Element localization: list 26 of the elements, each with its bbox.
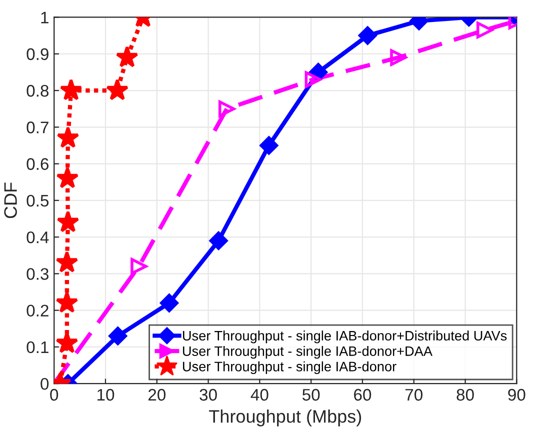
y-tick-label: 0.4 [26, 231, 49, 244]
legend-label: User Throughput - single IAB-donor+Distributed UAVs [182, 330, 507, 344]
y-tick-label: 0.2 [26, 304, 48, 317]
y-tick-label: 0.9 [26, 48, 48, 60]
x-tick-label: 20 [148, 388, 166, 401]
y-tick-label: 0.1 [26, 341, 48, 354]
x-tick-label: 30 [200, 388, 217, 401]
x-tick-label: 90 [508, 388, 526, 401]
x-tick-label: 50 [302, 388, 320, 401]
x-tick-label: 60 [354, 388, 372, 401]
y-tick-label: 0 [40, 378, 49, 390]
y-tick-label: 0.8 [26, 84, 49, 97]
legend-label: User Throughput - single IAB-donor [182, 361, 396, 374]
x-tick-label: 10 [98, 388, 114, 401]
x-axis-title: Throughput (Mbps) [209, 410, 362, 426]
y-tick-label: 0.7 [26, 122, 48, 134]
y-tick-label: 0.6 [26, 158, 49, 170]
y-tick-label: 0.5 [26, 194, 49, 207]
y-tick-label: 1 [41, 12, 48, 24]
legend-label: User Throughput - single IAB-donor+DAA [182, 346, 432, 359]
y-axis-title: CDF [4, 182, 17, 218]
x-tick-label: 70 [405, 388, 422, 401]
x-tick-label: 0 [50, 388, 58, 401]
x-tick-label: 40 [250, 388, 268, 401]
x-tick-label: 80 [456, 388, 474, 401]
y-tick-label: 0.3 [26, 268, 49, 280]
